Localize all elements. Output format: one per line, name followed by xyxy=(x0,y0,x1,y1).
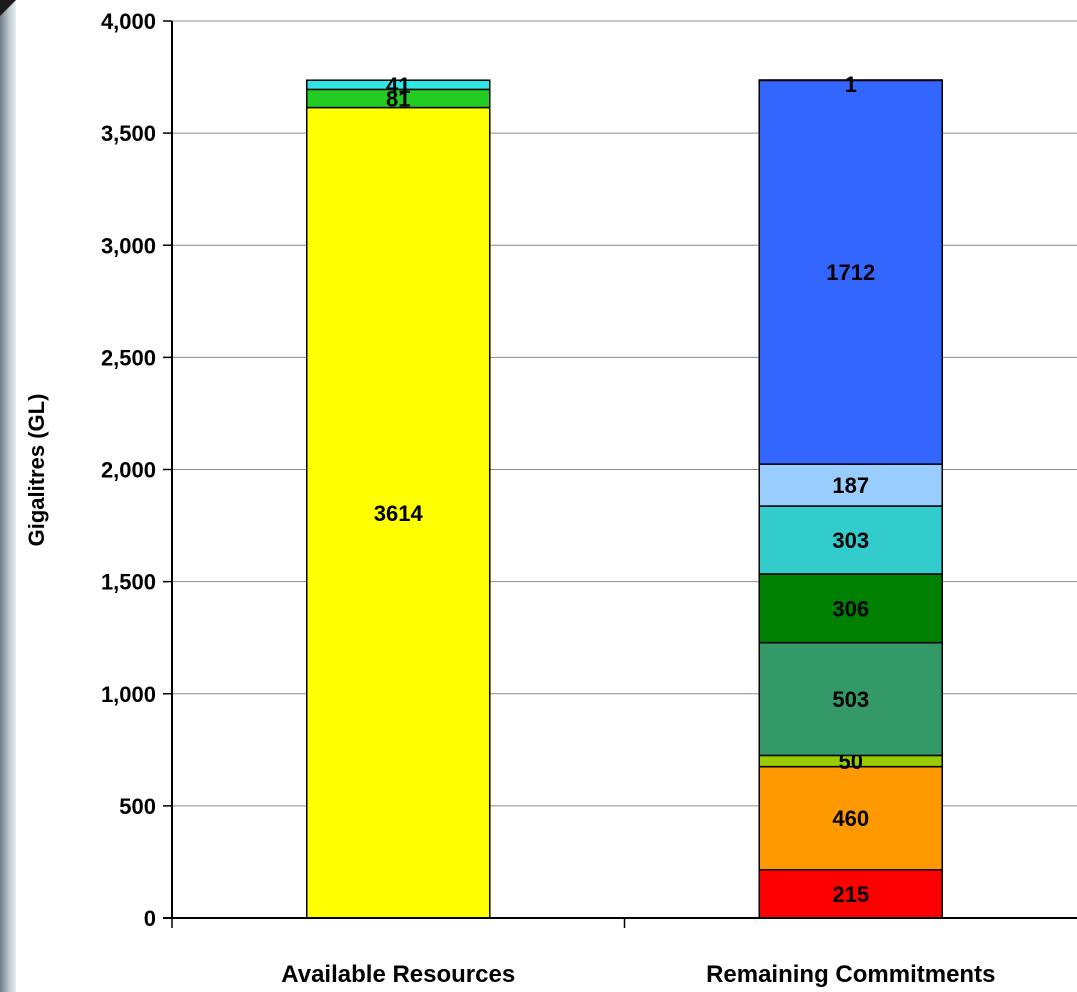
bar-segment xyxy=(758,79,943,465)
y-tick-label: 1,000 xyxy=(101,682,156,707)
window-corner xyxy=(0,0,16,16)
x-category-labels: Available Resources Remaining Commitments xyxy=(281,961,995,988)
data-label: 215 xyxy=(832,882,869,907)
y-tick-label: 3,500 xyxy=(101,121,156,146)
data-label: 503 xyxy=(832,687,869,712)
bar-segment xyxy=(758,79,943,82)
x-category-label: Remaining Commitments xyxy=(706,961,995,988)
y-axis-title: Gigalitres (GL) xyxy=(24,394,49,547)
y-tick-label: 2,000 xyxy=(101,458,156,483)
bar-segment xyxy=(758,869,943,919)
y-tick-label: 4,000 xyxy=(101,9,156,34)
x-category-label: Available Resources xyxy=(281,961,515,988)
window-edge xyxy=(0,0,16,992)
bar-segment xyxy=(758,505,943,575)
y-tick-label: 500 xyxy=(119,794,156,819)
axes xyxy=(163,20,1077,928)
y-tick-labels: 0 500 1,000 1,500 2,000 2,500 3,000 3,500 4,000 xyxy=(101,9,156,931)
y-tick-label: 2,500 xyxy=(101,345,156,370)
data-label: 460 xyxy=(832,806,869,831)
data-label: 187 xyxy=(832,473,869,498)
bar-segment xyxy=(758,641,943,757)
data-label: 1 xyxy=(845,72,857,97)
bar-segment xyxy=(306,79,491,91)
y-tick-label: 1,500 xyxy=(101,570,156,595)
data-label: 306 xyxy=(832,596,869,621)
bar-segment xyxy=(758,463,943,507)
bar-segment xyxy=(758,765,943,871)
data-label: 303 xyxy=(832,528,869,553)
y-tick-label: 3,000 xyxy=(101,233,156,258)
y-tick-label: 0 xyxy=(144,906,156,931)
data-label: 1712 xyxy=(826,260,875,285)
bar-segment xyxy=(306,106,491,919)
data-label: 81 xyxy=(386,86,410,111)
data-label: 3614 xyxy=(374,501,424,526)
data-label: 41 xyxy=(386,73,410,98)
